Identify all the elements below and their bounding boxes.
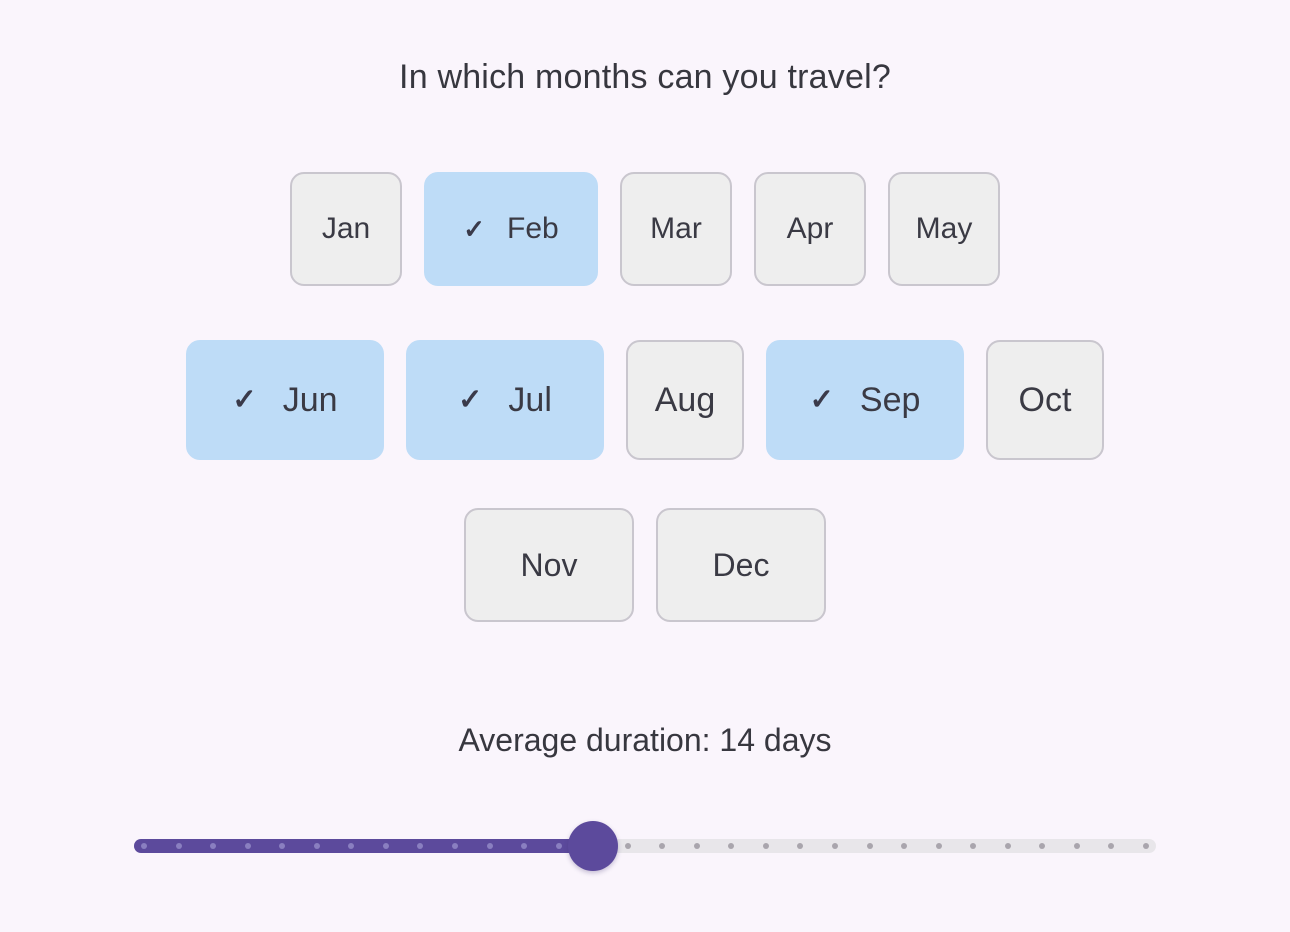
month-chip-label: Aug bbox=[654, 380, 716, 419]
month-chip-mar[interactable]: ✓Mar bbox=[620, 172, 732, 286]
slider-fill bbox=[134, 839, 594, 853]
slider-tick bbox=[1073, 843, 1080, 849]
duration-slider[interactable] bbox=[134, 821, 1156, 871]
month-chip-label: Oct bbox=[1018, 380, 1072, 419]
month-chip-label: Apr bbox=[786, 212, 834, 245]
month-chip-aug[interactable]: ✓Aug bbox=[626, 340, 744, 460]
slider-tick bbox=[313, 843, 320, 849]
month-chip-apr[interactable]: ✓Apr bbox=[754, 172, 866, 286]
months-row-2: ✓ Jun ✓ Jul ✓Aug ✓ Sep ✓Oct bbox=[0, 340, 1290, 460]
slider-tick bbox=[624, 843, 631, 849]
check-icon: ✓ bbox=[458, 383, 483, 416]
slider-tick bbox=[486, 843, 493, 849]
slider-tick bbox=[970, 843, 977, 849]
slider-tick bbox=[901, 843, 908, 849]
slider-tick bbox=[762, 843, 769, 849]
slider-tick bbox=[866, 843, 873, 849]
check-icon: ✓ bbox=[463, 214, 486, 244]
slider-tick bbox=[1004, 843, 1011, 849]
month-chip-label: Jan bbox=[321, 212, 371, 245]
month-chip-label: Jun bbox=[282, 380, 338, 419]
slider-tick bbox=[1108, 843, 1115, 849]
month-chip-jul[interactable]: ✓ Jul bbox=[406, 340, 604, 460]
slider-tick bbox=[417, 843, 424, 849]
slider-tick bbox=[1039, 843, 1046, 849]
slider-tick bbox=[797, 843, 804, 849]
slider-tick bbox=[382, 843, 389, 849]
slider-tick bbox=[832, 843, 839, 849]
months-row-1: ✓Jan ✓ Feb ✓Mar✓Apr✓May bbox=[0, 172, 1290, 286]
month-chip-may[interactable]: ✓May bbox=[888, 172, 1000, 286]
check-icon: ✓ bbox=[809, 383, 834, 416]
month-chip-feb[interactable]: ✓ Feb bbox=[424, 172, 598, 286]
month-chip-sep[interactable]: ✓ Sep bbox=[766, 340, 964, 460]
month-chip-oct[interactable]: ✓Oct bbox=[986, 340, 1104, 460]
month-chip-label: Jul bbox=[508, 380, 552, 419]
slider-tick bbox=[935, 843, 942, 849]
slider-tick bbox=[348, 843, 355, 849]
month-chip-jan[interactable]: ✓Jan bbox=[290, 172, 402, 286]
slider-tick bbox=[728, 843, 735, 849]
month-chip-dec[interactable]: ✓Dec bbox=[656, 508, 826, 622]
month-chip-label: Dec bbox=[712, 546, 770, 583]
slider-tick bbox=[210, 843, 217, 849]
check-icon: ✓ bbox=[232, 383, 257, 416]
month-chip-jun[interactable]: ✓ Jun bbox=[186, 340, 384, 460]
month-chip-label: Nov bbox=[520, 546, 578, 583]
slider-tick bbox=[1143, 843, 1149, 849]
month-chip-nov[interactable]: ✓Nov bbox=[464, 508, 634, 622]
slider-tick bbox=[555, 843, 562, 849]
page-title: In which months can you travel? bbox=[399, 58, 891, 96]
slider-tick bbox=[659, 843, 666, 849]
slider-tick bbox=[451, 843, 458, 849]
month-chip-label: Sep bbox=[859, 380, 921, 419]
month-chip-label: May bbox=[915, 212, 973, 245]
duration-label: Average duration: 14 days bbox=[458, 722, 832, 758]
slider-tick bbox=[279, 843, 286, 849]
slider-tick bbox=[693, 843, 700, 849]
slider-tick bbox=[175, 843, 182, 849]
slider-tick bbox=[141, 843, 147, 849]
month-chip-label: Feb bbox=[507, 212, 559, 245]
month-chip-label: Mar bbox=[650, 212, 702, 245]
slider-tick bbox=[244, 843, 251, 849]
slider-thumb[interactable] bbox=[568, 821, 619, 871]
slider-tick bbox=[521, 843, 528, 849]
months-row-3: ✓Nov✓Dec bbox=[0, 508, 1290, 622]
